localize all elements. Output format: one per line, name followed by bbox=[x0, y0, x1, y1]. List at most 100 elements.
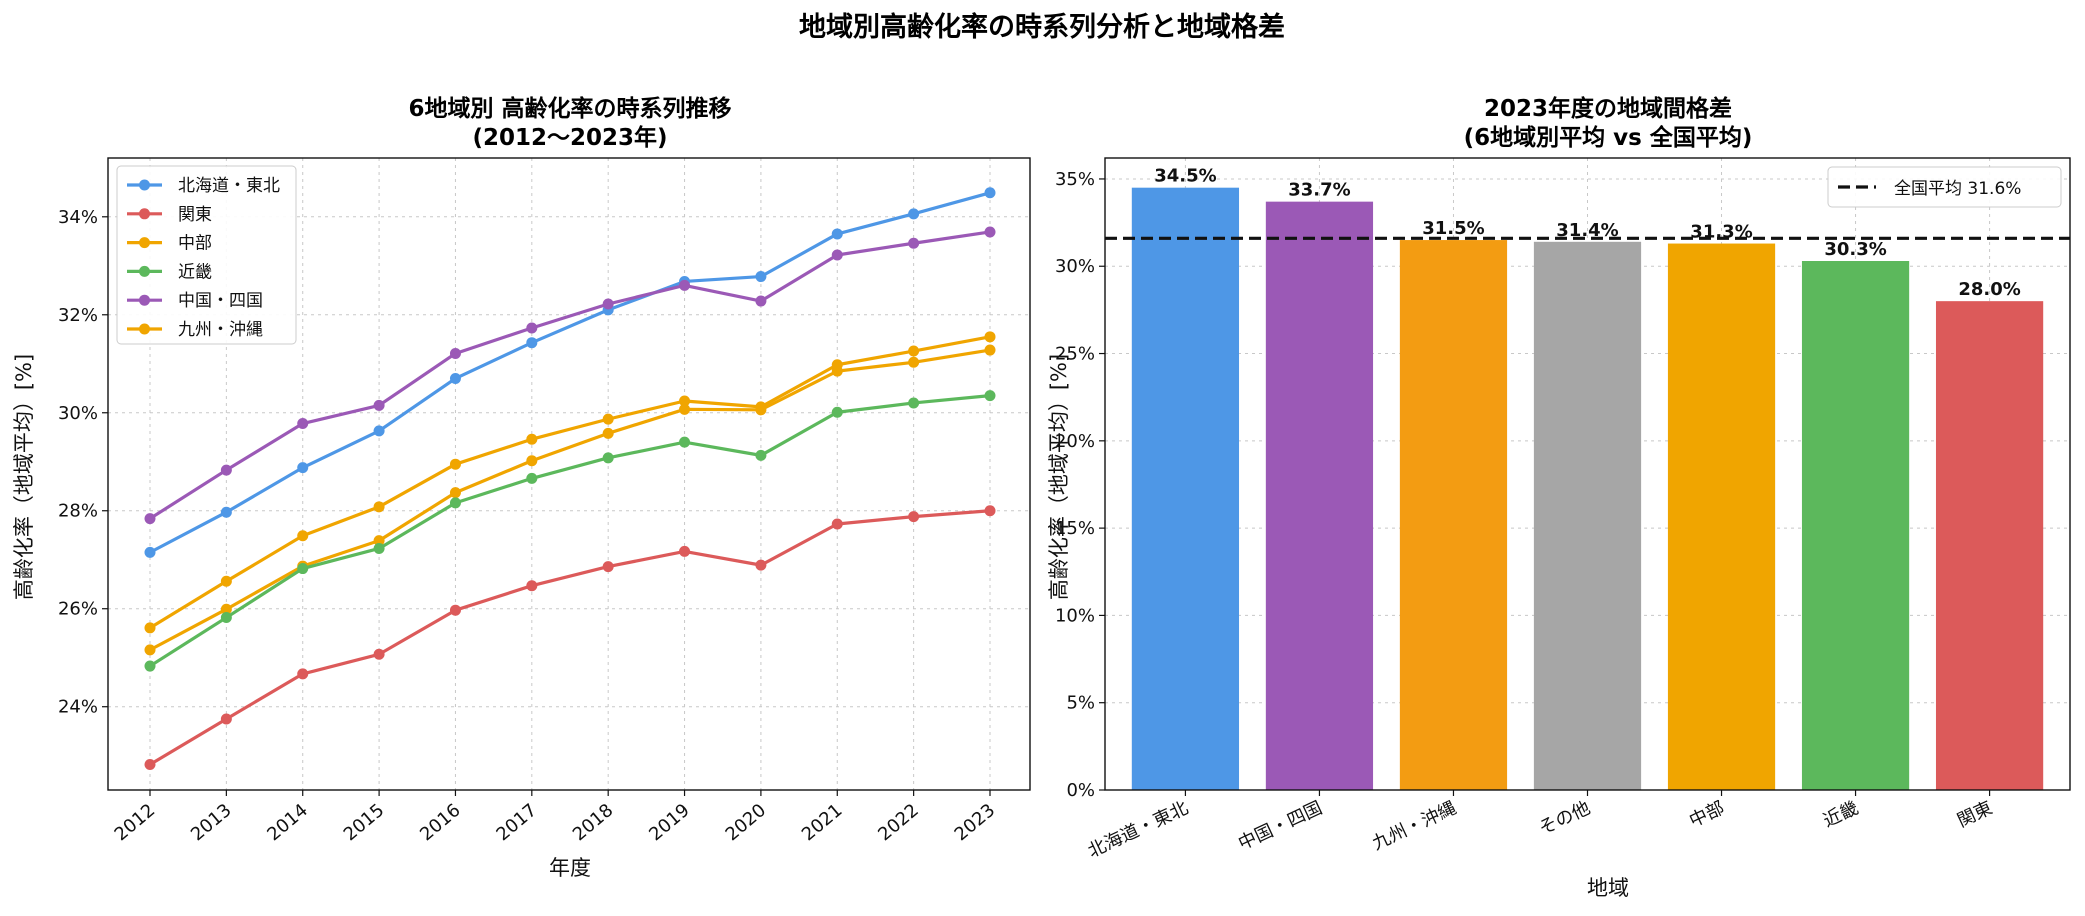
bar-value-label-九州・沖縄: 31.5% bbox=[1422, 218, 1484, 239]
data-point-近畿-2017 bbox=[526, 472, 538, 484]
data-point-関東-2022 bbox=[908, 511, 920, 523]
legend-swatch-marker-北海道・東北 bbox=[139, 179, 150, 191]
line-chart-y-tick-label: 34% bbox=[58, 207, 98, 228]
data-point-近畿-2012 bbox=[144, 660, 156, 672]
bar-chart-legend: 全国平均 31.6% bbox=[1827, 166, 2062, 208]
line-chart-y-tick-label: 26% bbox=[58, 599, 98, 620]
data-point-関東-2023 bbox=[984, 505, 996, 517]
data-point-近畿-2020 bbox=[755, 449, 767, 461]
bar-chart-x-axis-label: 地域 bbox=[1587, 876, 1629, 900]
line-chart-x-tick-label: 2023 bbox=[951, 800, 1000, 846]
data-point-関東-2020 bbox=[755, 559, 767, 571]
bar-北海道・東北 bbox=[1131, 187, 1240, 790]
bar-chart-x-tick-label: その他 bbox=[1536, 797, 1594, 839]
data-point-関東-2014 bbox=[297, 668, 309, 680]
bar-関東 bbox=[1935, 301, 2044, 790]
data-point-北海道・東北-2017 bbox=[526, 337, 538, 349]
line-series-中国・四国 bbox=[149, 230, 991, 520]
bar-chart-x-tick-label: 関東 bbox=[1954, 797, 1996, 831]
data-point-九州・沖縄-2023 bbox=[984, 331, 996, 343]
data-point-九州・沖縄-2021 bbox=[831, 359, 843, 371]
data-point-関東-2013 bbox=[220, 713, 232, 725]
legend-swatch-marker-近畿 bbox=[139, 265, 150, 277]
bar-chart-legend-box bbox=[1827, 166, 2062, 208]
bar-value-label-その他: 31.4% bbox=[1556, 220, 1618, 241]
data-point-九州・沖縄-2015 bbox=[373, 501, 385, 513]
line-chart-y-axis-label: 高齢化率（地域平均）[%] bbox=[12, 354, 36, 600]
data-point-関東-2018 bbox=[602, 561, 614, 573]
line-chart-title-line2: (2012〜2023年) bbox=[472, 124, 667, 151]
line-chart-plot-area bbox=[144, 187, 996, 771]
line-chart-y-tick-label: 30% bbox=[58, 403, 98, 424]
data-point-中国・四国-2018 bbox=[602, 298, 614, 310]
bar-chart-x-tick-label: 北海道・東北 bbox=[1085, 797, 1192, 862]
data-point-関東-2017 bbox=[526, 580, 538, 592]
bar-中国・四国 bbox=[1265, 201, 1374, 790]
data-point-中国・四国-2020 bbox=[755, 295, 767, 307]
data-point-中国・四国-2023 bbox=[984, 226, 996, 238]
line-chart: 6地域別 高齢化率の時系列推移 (2012〜2023年) 2012 2013 201… bbox=[12, 95, 1031, 880]
line-chart-x-axis-label: 年度 bbox=[549, 856, 591, 880]
data-point-北海道・東北-2013 bbox=[220, 506, 232, 518]
legend-swatch-marker-中国・四国 bbox=[139, 294, 150, 306]
data-point-中国・四国-2021 bbox=[831, 249, 843, 261]
data-point-関東-2016 bbox=[449, 604, 461, 616]
bar-その他 bbox=[1533, 241, 1642, 791]
bar-chart-y-tick-label: 20% bbox=[1055, 431, 1095, 452]
data-point-九州・沖縄-2022 bbox=[908, 345, 920, 357]
line-chart-x-tick-label: 2015 bbox=[340, 800, 389, 846]
line-chart-title-line1: 6地域別 高齢化率の時系列推移 bbox=[408, 95, 731, 122]
line-series-中部 bbox=[149, 348, 991, 652]
data-point-近畿-2022 bbox=[908, 397, 920, 409]
data-point-北海道・東北-2022 bbox=[908, 208, 920, 220]
data-point-近畿-2021 bbox=[831, 406, 843, 418]
data-point-中部-2015 bbox=[373, 535, 385, 547]
data-point-中国・四国-2019 bbox=[679, 279, 691, 291]
line-chart-x-tick-label: 2016 bbox=[416, 800, 465, 846]
data-point-北海道・東北-2014 bbox=[297, 462, 309, 474]
data-point-中部-2017 bbox=[526, 455, 538, 467]
line-chart-y-tick-label: 24% bbox=[58, 697, 98, 718]
figure-suptitle: 地域別高齢化率の時系列分析と地域格差 bbox=[799, 11, 1285, 43]
data-point-北海道・東北-2020 bbox=[755, 271, 767, 283]
line-chart-x-tick-label: 2012 bbox=[111, 800, 160, 846]
data-point-近畿-2023 bbox=[984, 390, 996, 402]
data-point-関東-2021 bbox=[831, 518, 843, 530]
data-point-北海道・東北-2016 bbox=[449, 372, 461, 384]
bar-chart-title-line2: (6地域別平均 vs 全国平均) bbox=[1464, 124, 1753, 151]
data-point-近畿-2019 bbox=[679, 436, 691, 448]
line-chart-y-tick-label: 28% bbox=[58, 501, 98, 522]
line-chart-x-tick-label: 2022 bbox=[874, 800, 923, 846]
legend-label-九州・沖縄: 九州・沖縄 bbox=[178, 320, 263, 340]
data-point-中国・四国-2015 bbox=[373, 399, 385, 411]
bar-chart-y-tick-label: 0% bbox=[1066, 780, 1095, 801]
data-point-中国・四国-2012 bbox=[144, 513, 156, 525]
data-point-九州・沖縄-2016 bbox=[449, 458, 461, 470]
data-point-近畿-2014 bbox=[297, 563, 309, 575]
data-point-中国・四国-2017 bbox=[526, 322, 538, 334]
data-point-九州・沖縄-2014 bbox=[297, 530, 309, 542]
data-point-中国・四国-2016 bbox=[449, 347, 461, 359]
data-point-関東-2012 bbox=[144, 759, 156, 771]
bar-中部 bbox=[1667, 243, 1776, 790]
data-point-中部-2023 bbox=[984, 344, 996, 356]
bar-chart-y-tick-label: 10% bbox=[1055, 605, 1095, 626]
line-chart-x-tick-label: 2020 bbox=[722, 800, 771, 846]
bar-chart-y-tick-label: 25% bbox=[1055, 344, 1095, 365]
data-point-中部-2022 bbox=[908, 356, 920, 368]
data-point-中部-2018 bbox=[602, 427, 614, 439]
bar-chart-y-tick-label: 15% bbox=[1055, 518, 1095, 539]
legend-swatch-marker-関東 bbox=[139, 208, 150, 220]
line-chart-x-tick-label: 2018 bbox=[569, 800, 618, 846]
legend-label-北海道・東北: 北海道・東北 bbox=[178, 176, 280, 196]
legend-label-national-average: 全国平均 31.6% bbox=[1894, 179, 2021, 199]
bar-value-label-関東: 28.0% bbox=[1958, 279, 2020, 300]
data-point-中国・四国-2022 bbox=[908, 237, 920, 249]
bar-chart-x-tick-label: 中部 bbox=[1686, 797, 1728, 831]
data-point-九州・沖縄-2017 bbox=[526, 433, 538, 445]
data-point-近畿-2015 bbox=[373, 542, 385, 554]
data-point-近畿-2018 bbox=[602, 452, 614, 464]
bar-九州・沖縄 bbox=[1399, 240, 1508, 791]
